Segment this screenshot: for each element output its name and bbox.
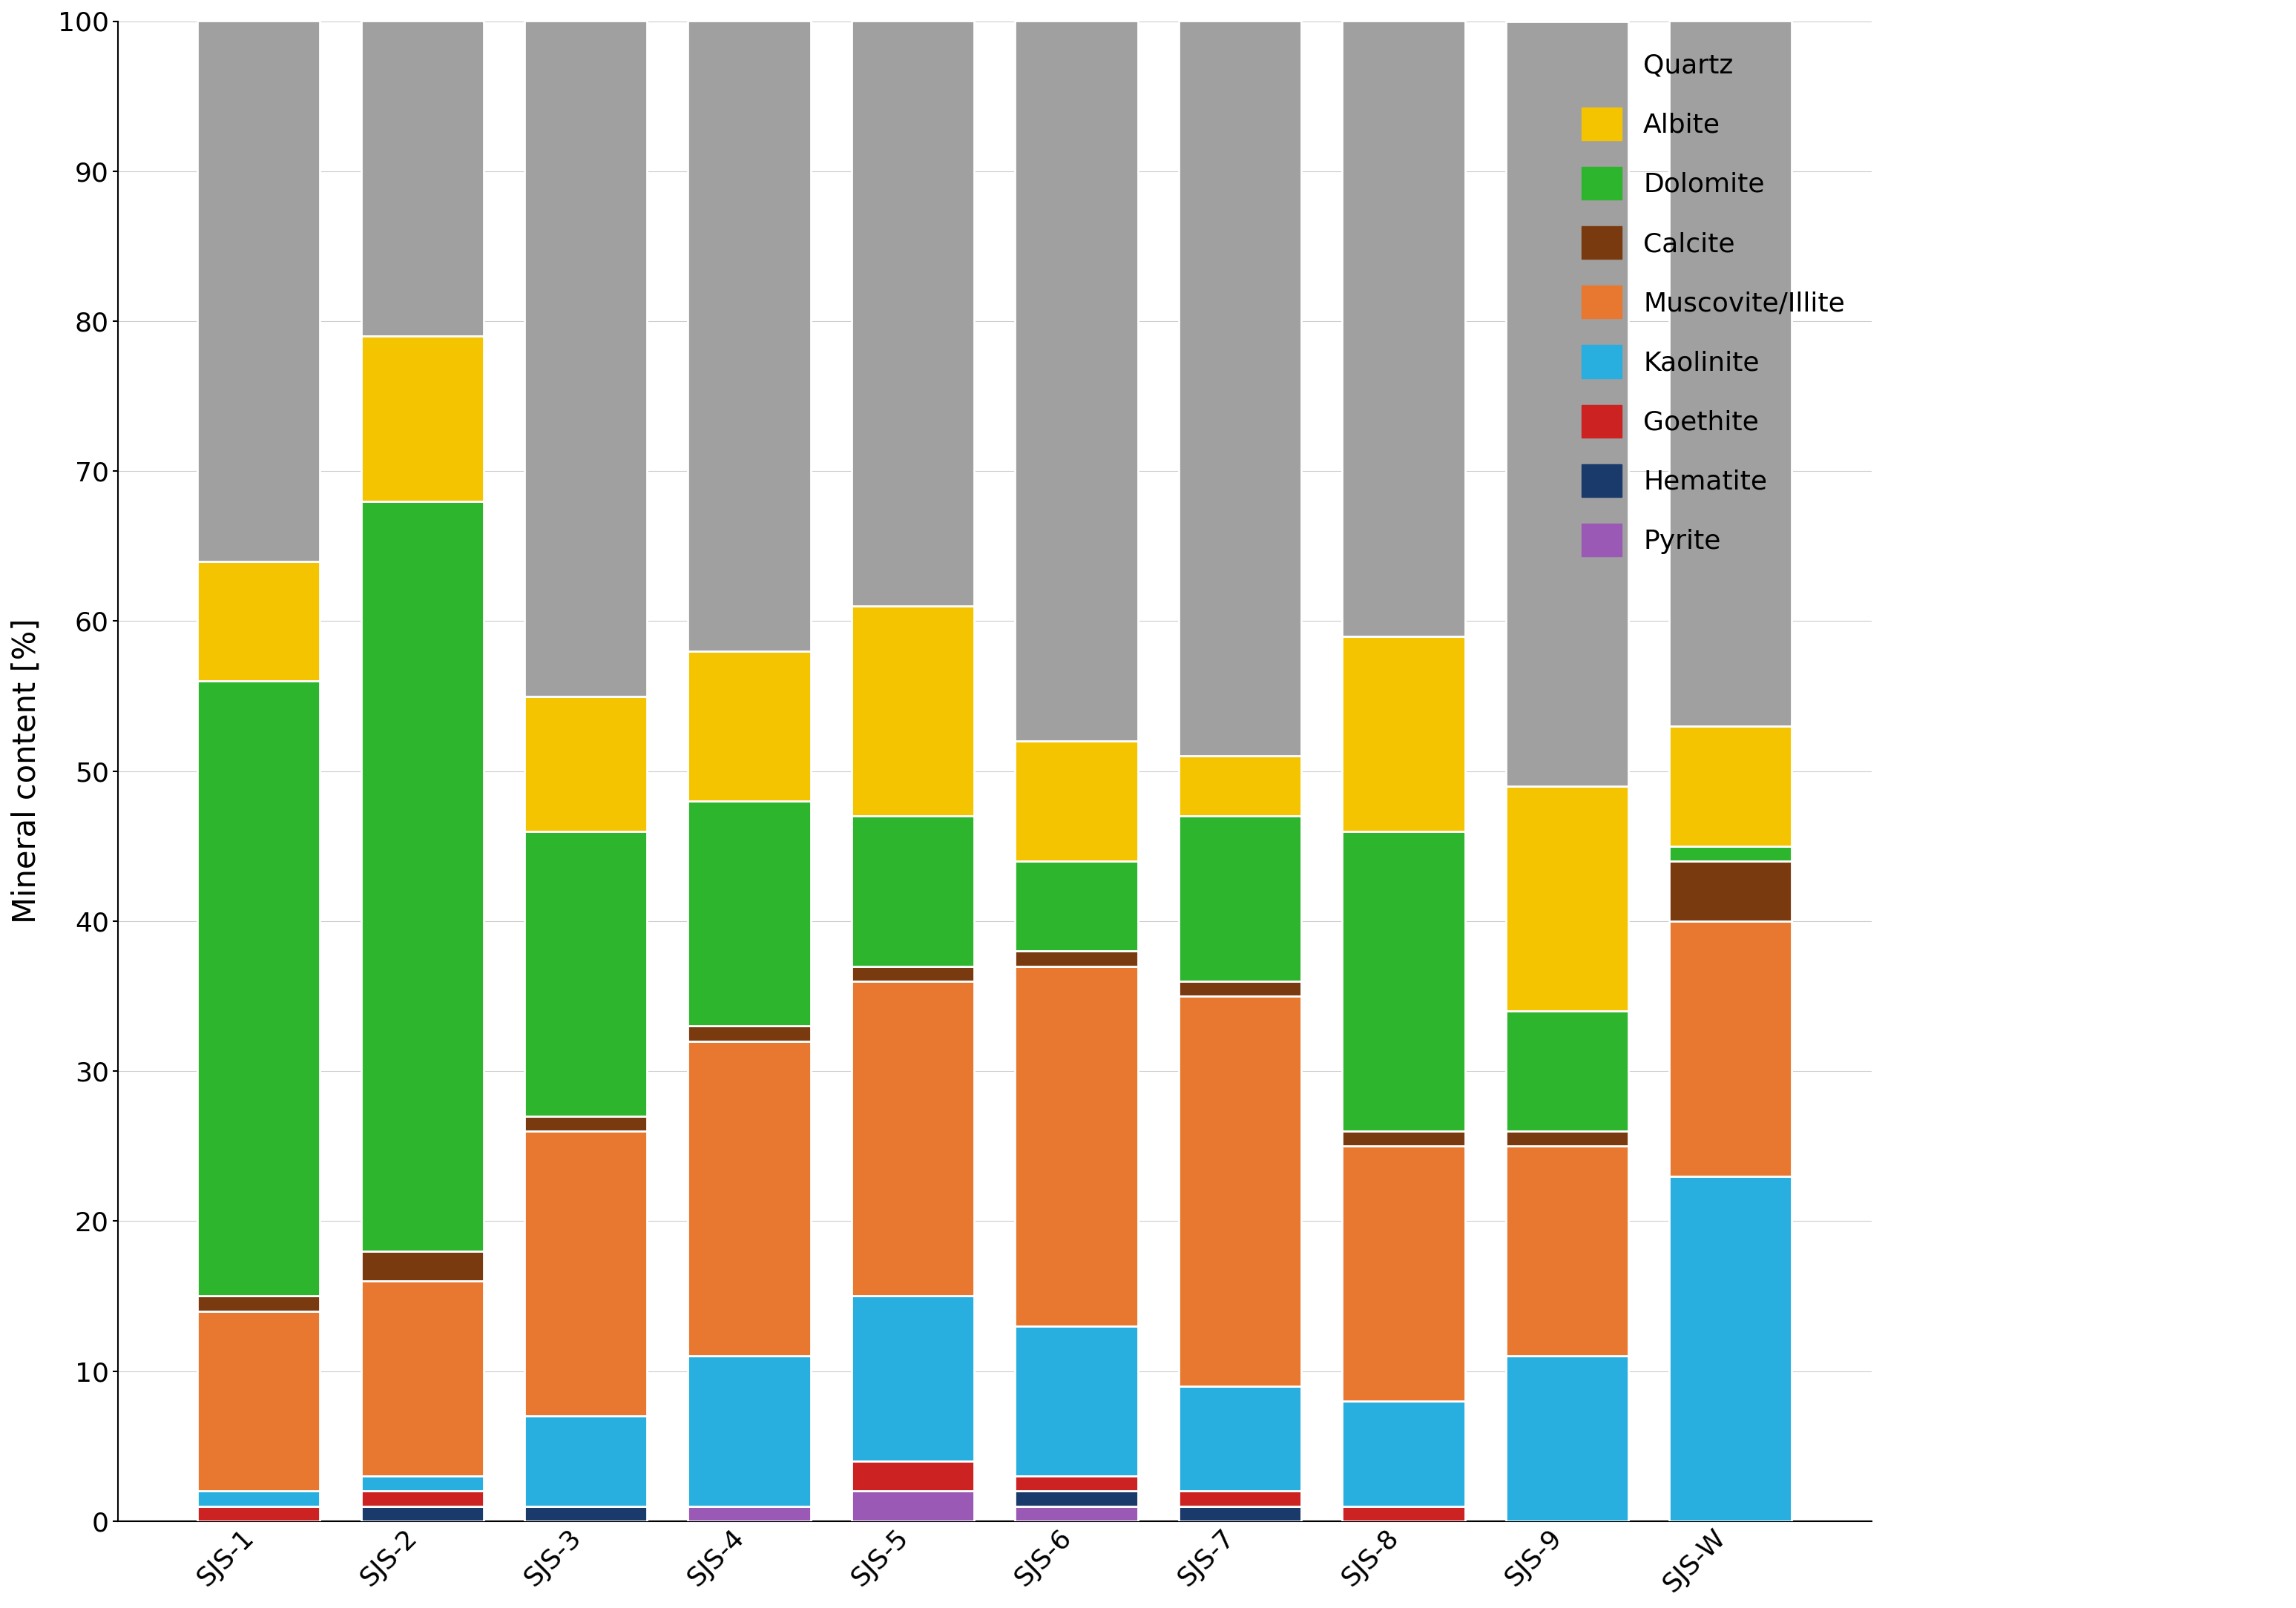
Bar: [1343, 831, 1465, 1130]
Bar: [1015, 966, 1139, 1327]
Bar: [852, 817, 974, 966]
Bar: [1506, 21, 1628, 786]
Bar: [523, 831, 647, 1116]
Bar: [689, 1026, 810, 1040]
Bar: [1343, 1507, 1465, 1521]
Y-axis label: Mineral content [%]: Mineral content [%]: [11, 619, 41, 923]
Bar: [1669, 21, 1791, 727]
Bar: [360, 1491, 484, 1507]
Bar: [1015, 21, 1139, 741]
Bar: [1015, 1507, 1139, 1521]
Bar: [1343, 1147, 1465, 1401]
Bar: [197, 682, 319, 1296]
Bar: [523, 1130, 647, 1417]
Bar: [523, 696, 647, 831]
Bar: [1015, 950, 1139, 966]
Bar: [1343, 1130, 1465, 1147]
Bar: [1669, 846, 1791, 860]
Bar: [1343, 1401, 1465, 1507]
Bar: [1669, 727, 1791, 846]
Bar: [1669, 921, 1791, 1175]
Bar: [1178, 756, 1302, 817]
Bar: [1506, 1011, 1628, 1130]
Bar: [1178, 1491, 1302, 1507]
Bar: [1343, 637, 1465, 831]
Bar: [360, 1476, 484, 1491]
Bar: [1669, 860, 1791, 921]
Bar: [1178, 21, 1302, 756]
Bar: [360, 21, 484, 336]
Bar: [689, 651, 810, 801]
Bar: [1506, 786, 1628, 1011]
Bar: [197, 1311, 319, 1491]
Bar: [1178, 995, 1302, 1386]
Bar: [1506, 1147, 1628, 1356]
Bar: [197, 561, 319, 682]
Bar: [852, 1462, 974, 1491]
Bar: [1178, 817, 1302, 981]
Bar: [360, 1251, 484, 1282]
Bar: [852, 966, 974, 981]
Bar: [1015, 741, 1139, 860]
Bar: [197, 1296, 319, 1311]
Bar: [852, 1491, 974, 1521]
Bar: [1015, 860, 1139, 950]
Bar: [1178, 1507, 1302, 1521]
Bar: [689, 801, 810, 1026]
Bar: [360, 336, 484, 502]
Bar: [1015, 1476, 1139, 1491]
Bar: [1015, 1327, 1139, 1476]
Legend: Quartz, Albite, Dolomite, Calcite, Muscovite/Illite, Kaolinite, Goethite, Hemati: Quartz, Albite, Dolomite, Calcite, Musco…: [1568, 34, 1857, 569]
Bar: [1506, 1130, 1628, 1147]
Bar: [852, 606, 974, 817]
Bar: [1343, 21, 1465, 637]
Bar: [852, 21, 974, 606]
Bar: [197, 1507, 319, 1521]
Bar: [1178, 981, 1302, 995]
Bar: [852, 1296, 974, 1462]
Bar: [197, 21, 319, 561]
Bar: [523, 1507, 647, 1521]
Bar: [852, 981, 974, 1296]
Bar: [523, 1116, 647, 1130]
Bar: [1669, 1175, 1791, 1521]
Bar: [689, 1040, 810, 1356]
Bar: [523, 1417, 647, 1507]
Bar: [1015, 1491, 1139, 1507]
Bar: [689, 1507, 810, 1521]
Bar: [689, 21, 810, 651]
Bar: [197, 1491, 319, 1507]
Bar: [360, 1507, 484, 1521]
Bar: [360, 1282, 484, 1476]
Bar: [523, 21, 647, 696]
Bar: [360, 502, 484, 1251]
Bar: [1506, 1356, 1628, 1521]
Bar: [689, 1356, 810, 1507]
Bar: [1178, 1386, 1302, 1491]
